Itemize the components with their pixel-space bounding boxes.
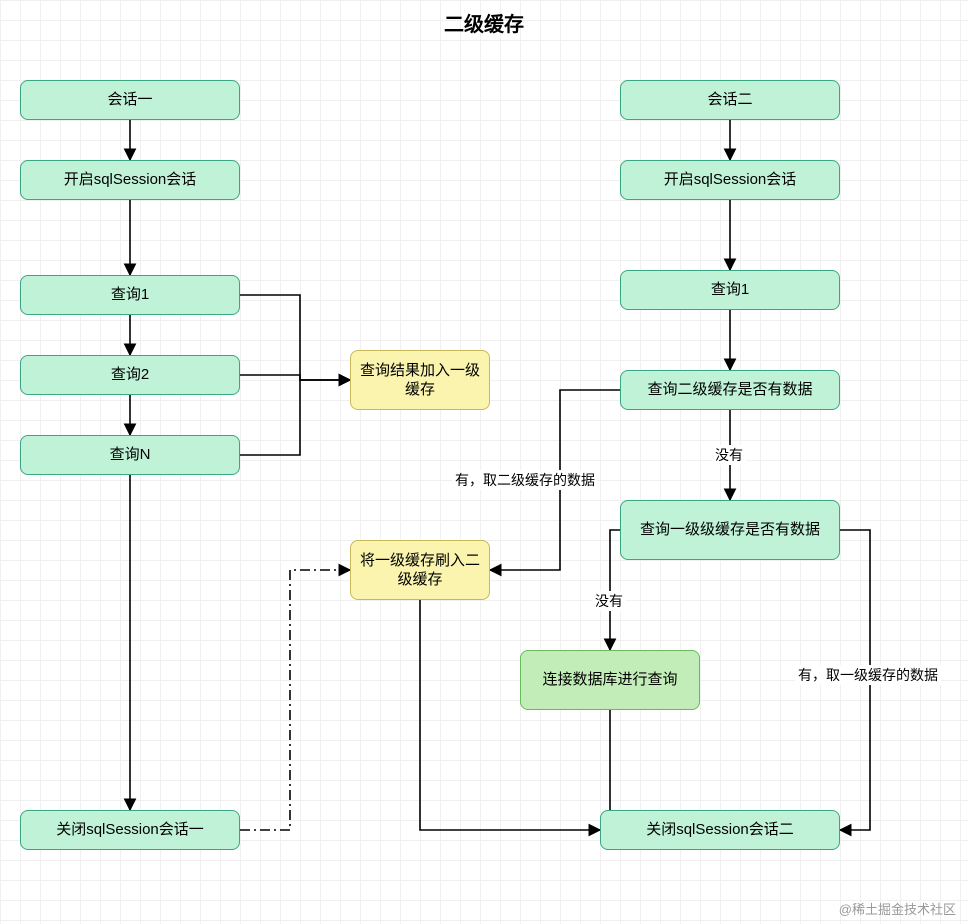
node-chk1: 查询一级级缓存是否有数据 <box>620 500 840 560</box>
node-s1: 会话一 <box>20 80 240 120</box>
node-q1: 查询1 <box>20 275 240 315</box>
node-close2: 关闭sqlSession会话二 <box>600 810 840 850</box>
node-open1: 开启sqlSession会话 <box>20 160 240 200</box>
edge-label: 有，取一级缓存的数据 <box>795 665 941 685</box>
edge-label: 有，取二级缓存的数据 <box>452 470 598 490</box>
edge-chk1-db <box>610 530 620 650</box>
node-q2: 查询2 <box>20 355 240 395</box>
node-qn: 查询N <box>20 435 240 475</box>
node-q1b: 查询1 <box>620 270 840 310</box>
node-open2: 开启sqlSession会话 <box>620 160 840 200</box>
diagram-title: 二级缓存 <box>0 8 968 37</box>
node-close1: 关闭sqlSession会话一 <box>20 810 240 850</box>
edge-close1-flush <box>240 570 350 830</box>
node-flush: 将一级缓存刷入二级缓存 <box>350 540 490 600</box>
node-db: 连接数据库进行查询 <box>520 650 700 710</box>
watermark: @稀土掘金技术社区 <box>839 899 956 918</box>
edge-label: 没有 <box>712 445 746 465</box>
edge-flush-close2 <box>420 600 600 830</box>
edge-q1-add1c <box>240 295 350 380</box>
edge-label: 没有 <box>592 591 626 611</box>
node-s2: 会话二 <box>620 80 840 120</box>
node-chk2: 查询二级缓存是否有数据 <box>620 370 840 410</box>
node-add1c: 查询结果加入一级缓存 <box>350 350 490 410</box>
edge-qn-add1c <box>240 380 350 455</box>
